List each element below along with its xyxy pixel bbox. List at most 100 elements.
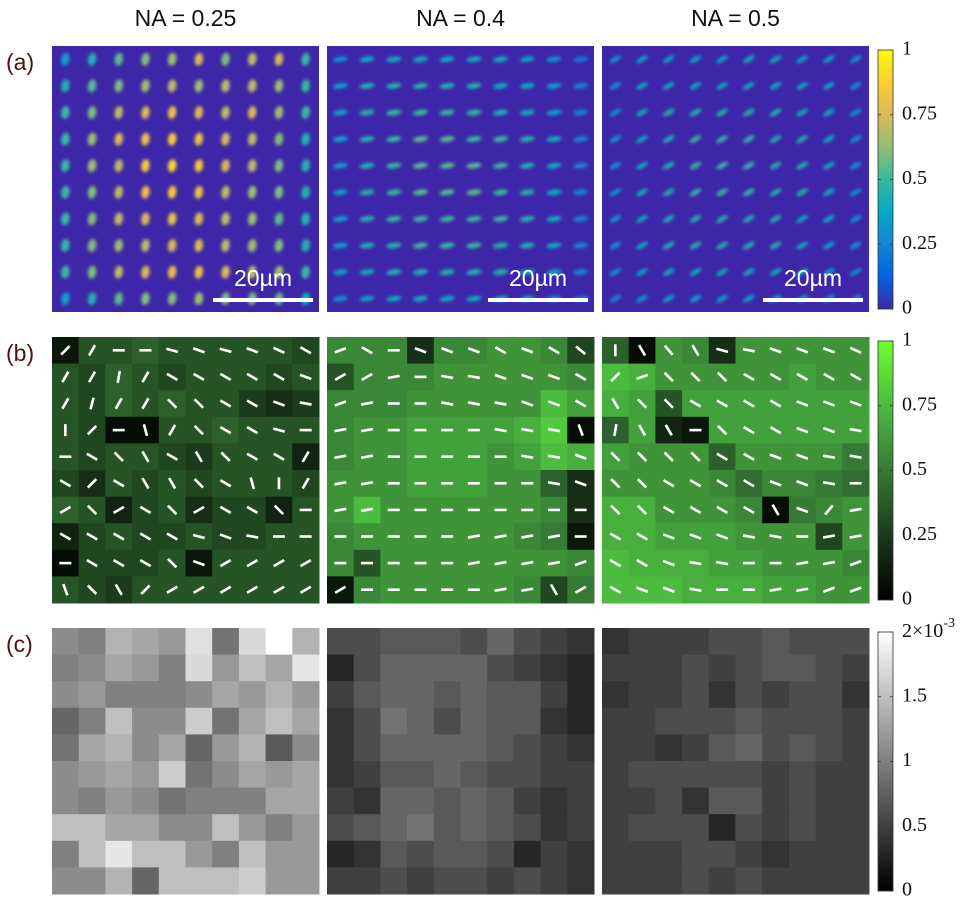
cell: [266, 734, 293, 761]
cell: [816, 655, 843, 682]
cell: [709, 628, 736, 655]
cell: [541, 655, 568, 682]
cell: [567, 788, 594, 815]
cell: [407, 628, 434, 655]
cell: [655, 681, 682, 708]
cell: [487, 734, 514, 761]
cell: [602, 655, 629, 682]
colorbar-tick-label: 0.5: [902, 167, 927, 189]
cell: [132, 788, 159, 815]
cell: [159, 734, 186, 761]
cell: [266, 814, 293, 841]
cell: [789, 708, 816, 735]
cell: [132, 814, 159, 841]
cell: [79, 734, 106, 761]
cell: [816, 867, 843, 894]
cell: [461, 867, 488, 894]
cell: [186, 708, 213, 735]
cell: [629, 841, 656, 868]
cell: [79, 655, 106, 682]
cell: [266, 867, 293, 894]
cell: [292, 788, 319, 815]
cell: [709, 841, 736, 868]
cell: [514, 867, 541, 894]
cell: [736, 867, 763, 894]
cell: [79, 841, 106, 868]
cell: [736, 761, 763, 788]
colorbar-tick-label: 0.25: [902, 232, 937, 254]
cell: [567, 814, 594, 841]
cell: [655, 628, 682, 655]
cell: [629, 734, 656, 761]
cell: [239, 681, 266, 708]
cell: [842, 734, 869, 761]
cell: [842, 788, 869, 815]
row-label: (a): [6, 49, 34, 75]
cell: [132, 867, 159, 894]
cell: [266, 708, 293, 735]
cell: [159, 655, 186, 682]
cell: [655, 734, 682, 761]
cell: [186, 761, 213, 788]
cell: [514, 734, 541, 761]
cell: [186, 734, 213, 761]
tick-mantissa: 2×10: [902, 620, 943, 642]
cell: [239, 628, 266, 655]
cell: [132, 761, 159, 788]
cell: [380, 628, 407, 655]
cell: [186, 867, 213, 894]
cell: [354, 867, 381, 894]
cell: [434, 761, 461, 788]
cell: [629, 628, 656, 655]
cell: [487, 655, 514, 682]
cell: [567, 708, 594, 735]
cell: [159, 681, 186, 708]
cell: [762, 708, 789, 735]
cell: [52, 867, 79, 894]
cell: [434, 788, 461, 815]
cell: [132, 628, 159, 655]
cell: [407, 734, 434, 761]
cell: [736, 734, 763, 761]
cell: [327, 628, 354, 655]
cell: [655, 655, 682, 682]
cell: [541, 841, 568, 868]
cell: [842, 761, 869, 788]
cell: [816, 628, 843, 655]
cell: [762, 628, 789, 655]
cell: [239, 841, 266, 868]
cell: [407, 761, 434, 788]
cell: [186, 788, 213, 815]
cell: [461, 841, 488, 868]
cell: [434, 628, 461, 655]
cell: [212, 628, 239, 655]
cell: [212, 814, 239, 841]
cell: [514, 761, 541, 788]
cell: [461, 655, 488, 682]
cell: [159, 841, 186, 868]
cell: [79, 708, 106, 735]
cell: [380, 708, 407, 735]
cell: [327, 708, 354, 735]
cell: [655, 708, 682, 735]
cell: [762, 681, 789, 708]
cell: [212, 734, 239, 761]
cell: [407, 708, 434, 735]
cell: [682, 734, 709, 761]
cell: [789, 734, 816, 761]
cell: [629, 708, 656, 735]
cell: [434, 867, 461, 894]
cell: [212, 655, 239, 682]
cell: [52, 761, 79, 788]
cell: [816, 761, 843, 788]
cell: [354, 708, 381, 735]
cell: [602, 841, 629, 868]
cell: [842, 814, 869, 841]
cell: [682, 814, 709, 841]
cell: [789, 788, 816, 815]
cell: [52, 681, 79, 708]
cell: [541, 628, 568, 655]
cell: [354, 655, 381, 682]
cell: [629, 761, 656, 788]
cell: [327, 734, 354, 761]
